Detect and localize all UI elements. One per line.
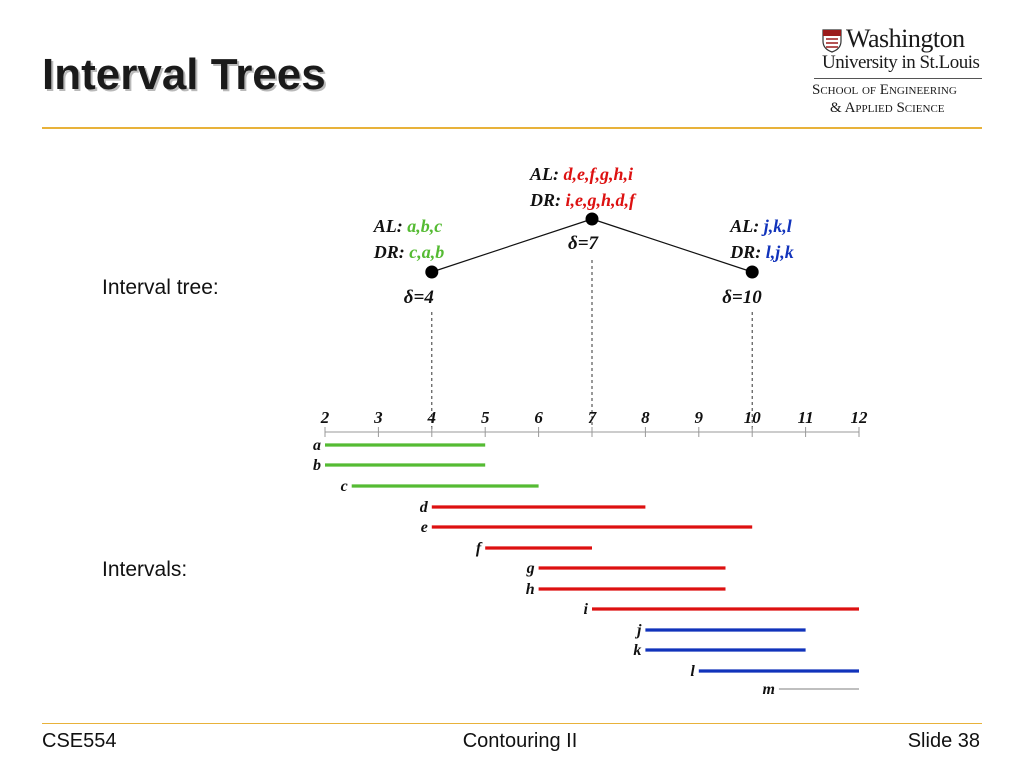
node-descending-list: DR: c,a,b — [373, 242, 445, 262]
intervals-label: Intervals: — [102, 558, 188, 581]
node-ascending-list: AL: a,b,c — [373, 216, 443, 236]
interval-label: l — [690, 663, 695, 680]
axis-tick-label: 5 — [481, 408, 490, 427]
interval-row-g: g — [526, 560, 726, 577]
interval-row-i: i — [584, 601, 859, 618]
node-center-label: δ=10 — [722, 287, 762, 308]
footer-topic: Contouring II — [462, 730, 578, 752]
axis-tick-label: 7 — [588, 408, 598, 427]
axis-tick-label: 11 — [798, 408, 814, 427]
interval-row-a: a — [313, 437, 486, 454]
number-axis: 2 3 4 5 6 7 8 9 10 11 12 — [320, 408, 868, 437]
tree-edge-left — [431, 218, 593, 273]
tree-node-right: AL: j,k,l DR: l,j,k δ=10 — [722, 216, 794, 308]
logo-line-2: University in St.Louis — [822, 52, 980, 73]
axis-tick-label: 9 — [695, 408, 704, 427]
axis-tick-label: 8 — [641, 408, 650, 427]
node-ascending-list: AL: d,e,f,g,h,i — [529, 164, 633, 184]
node-center-label: δ=4 — [404, 287, 434, 308]
logo-divider — [814, 78, 982, 79]
interval-label: j — [634, 622, 642, 639]
logo-line-1: Washington — [846, 24, 965, 53]
interval-row-f: f — [476, 540, 592, 557]
title-divider — [42, 127, 982, 129]
interval-label: i — [584, 601, 589, 618]
interval-label: g — [526, 560, 535, 577]
tree-edge-right — [591, 218, 753, 273]
axis-tick-label: 4 — [427, 408, 437, 427]
logo-line-3: School of Engineering — [812, 82, 957, 98]
tree-node-dot — [745, 265, 759, 279]
interval-label: d — [420, 499, 429, 516]
tree-node-dot — [425, 265, 439, 279]
tree-layer: AL: d,e,f,g,h,i DR: i,e,g,h,d,f δ=7 AL: a,b… — [373, 164, 794, 432]
footer-slide-number: Slide 38 — [907, 730, 980, 752]
interval-label: h — [526, 581, 535, 598]
interval-row-c: c — [341, 478, 539, 495]
tree-node-left: AL: a,b,c DR: c,a,b δ=4 — [373, 216, 445, 308]
node-descending-list: DR: l,j,k — [729, 242, 794, 262]
interval-row-m: m — [762, 681, 859, 698]
interval-label: b — [313, 457, 321, 474]
shield-icon — [822, 29, 842, 53]
interval-label: c — [341, 478, 348, 495]
interval-row-e: e — [421, 519, 753, 536]
interval-list: ab c de f gh i jk l m — [313, 437, 859, 698]
interval-label: e — [421, 519, 428, 536]
tree-node-dot — [585, 212, 599, 226]
interval-tree-label: Interval tree: — [102, 276, 219, 299]
node-ascending-list: AL: j,k,l — [729, 216, 792, 236]
logo-line-4: & Applied Science — [830, 100, 945, 116]
interval-row-b: b — [313, 457, 486, 474]
axis-tick-label: 3 — [373, 408, 383, 427]
interval-label: m — [762, 681, 774, 698]
tree-node-root: AL: d,e,f,g,h,i DR: i,e,g,h,d,f δ=7 — [529, 164, 637, 254]
interval-row-h: h — [526, 581, 726, 598]
interval-row-d: d — [420, 499, 646, 516]
interval-label: k — [633, 642, 641, 659]
node-descending-list: DR: i,e,g,h,d,f — [529, 190, 637, 210]
axis-tick-label: 2 — [320, 408, 330, 427]
interval-row-j: j — [634, 622, 806, 639]
slide-title: Interval Trees — [42, 50, 326, 99]
axis-tick-label: 10 — [744, 408, 762, 427]
node-center-label: δ=7 — [568, 233, 600, 254]
interval-row-k: k — [633, 642, 806, 659]
axis-tick-label: 6 — [534, 408, 543, 427]
axis-tick-label: 12 — [851, 408, 869, 427]
university-logo: Washington University in St.Louis School… — [812, 24, 984, 116]
interval-label: f — [476, 540, 483, 557]
interval-label: a — [313, 437, 321, 454]
footer-course: CSE554 — [42, 730, 117, 752]
interval-row-l: l — [690, 663, 859, 680]
footer-divider — [42, 723, 982, 724]
